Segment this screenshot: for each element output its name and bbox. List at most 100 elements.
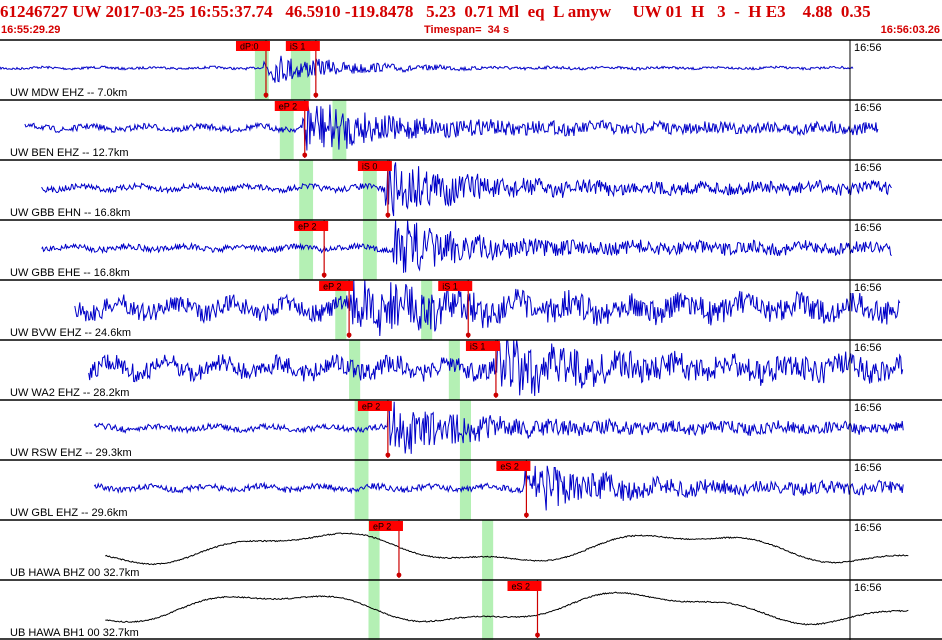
pick-label-box bbox=[465, 341, 500, 351]
window-start-time: 16:55:29.29 bbox=[1, 24, 61, 36]
waveform-trace bbox=[24, 104, 879, 151]
pick-window bbox=[299, 220, 314, 280]
minute-mark-box bbox=[850, 221, 942, 233]
pick-window bbox=[362, 160, 377, 220]
pick-label: eP 2 bbox=[323, 282, 341, 292]
pick-window bbox=[482, 580, 494, 640]
minute-mark: 16:56 bbox=[854, 282, 882, 294]
minute-mark-box bbox=[850, 281, 942, 293]
pick-label: eP 2 bbox=[298, 222, 316, 232]
minute-mark: 16:56 bbox=[854, 102, 882, 114]
trace-panel: eP 2 16:56 UW RSW EHZ -- 29.3km bbox=[0, 399, 942, 460]
minute-mark: 16:56 bbox=[854, 462, 882, 474]
waveform-trace bbox=[105, 532, 909, 566]
pick-label: iS 1 bbox=[470, 342, 486, 352]
waveform-trace bbox=[41, 160, 892, 217]
pick-marker bbox=[346, 332, 352, 338]
pick-label-box bbox=[294, 221, 329, 231]
channel-label: UW GBB EHE -- 16.8km bbox=[10, 267, 130, 279]
pick-label: eP 2 bbox=[373, 522, 391, 532]
minute-mark-box bbox=[850, 521, 942, 533]
pick-marker bbox=[465, 332, 471, 338]
pick-label-box bbox=[319, 281, 354, 291]
event-summary-line: 61246727 UW 2017-03-25 16:55:37.74 46.59… bbox=[0, 2, 871, 21]
trace-panel: iS 1 16:56 UW WA2 EHZ -- 28.2km bbox=[0, 339, 942, 400]
pick-window bbox=[368, 520, 380, 580]
channel-label: UB HAWA BH1 00 32.7km bbox=[10, 627, 139, 639]
pick-window bbox=[299, 160, 314, 220]
waveform-trace bbox=[74, 279, 901, 337]
pick-marker bbox=[535, 632, 540, 638]
minute-mark: 16:56 bbox=[854, 522, 882, 534]
timespan-label: Timespan= 34 s bbox=[424, 24, 510, 36]
trace-panel: eP 2 16:56 UB HAWA BHZ 00 32.7km bbox=[0, 519, 942, 580]
pick-label: eS 2 bbox=[511, 582, 530, 592]
pick-label-box bbox=[507, 581, 542, 591]
waveform-trace bbox=[93, 465, 904, 511]
channel-label: UW GBB EHN -- 16.8km bbox=[10, 207, 130, 219]
window-end-time: 16:56:03.26 bbox=[880, 24, 940, 36]
pick-label-box bbox=[438, 281, 473, 291]
pick-window bbox=[482, 520, 494, 580]
waveform-trace bbox=[0, 55, 854, 83]
pick-label: eP 2 bbox=[362, 402, 380, 412]
pick-label: eS 2 bbox=[500, 462, 519, 472]
trace-panel: iS 0 16:56 UW GBB EHN -- 16.8km bbox=[0, 159, 942, 220]
minute-mark-box bbox=[850, 581, 942, 593]
channel-label: UW BVW EHZ -- 24.6km bbox=[10, 327, 131, 339]
pick-label: iS 1 bbox=[290, 42, 306, 52]
pick-label: eP 2 bbox=[279, 102, 297, 112]
minute-mark-box bbox=[850, 341, 942, 353]
channel-label: UW WA2 EHZ -- 28.2km bbox=[10, 387, 129, 399]
minute-mark: 16:56 bbox=[854, 342, 882, 354]
pick-label-box bbox=[496, 461, 531, 471]
pick-marker bbox=[493, 392, 499, 398]
pick-window bbox=[335, 280, 347, 340]
channel-label: UW GBL EHZ -- 29.6km bbox=[10, 507, 128, 519]
pick-marker bbox=[524, 512, 529, 518]
pick-window bbox=[279, 100, 294, 160]
pick-label: iS 1 bbox=[442, 282, 458, 292]
pick-label: dP:0 bbox=[240, 42, 259, 52]
trace-panel: eS 2 16:56 UB HAWA BH1 00 32.7km bbox=[0, 579, 942, 640]
pick-marker bbox=[302, 152, 308, 158]
trace-panel: eP 2 iS 1 16:56 UW BVW EHZ -- 24.6km bbox=[0, 279, 942, 340]
waveform-trace bbox=[41, 219, 892, 273]
channel-label: UW RSW EHZ -- 29.3km bbox=[10, 447, 132, 459]
trace-panel: eS 2 16:56 UW GBL EHZ -- 29.6km bbox=[0, 459, 942, 520]
waveform-trace bbox=[105, 591, 909, 626]
pick-label-box bbox=[357, 161, 392, 171]
minute-mark-box bbox=[850, 161, 942, 173]
pick-marker bbox=[263, 92, 269, 98]
minute-mark: 16:56 bbox=[854, 402, 882, 414]
pick-window bbox=[362, 220, 377, 280]
pick-label-box bbox=[368, 521, 403, 531]
pick-marker bbox=[396, 572, 402, 578]
waveform-trace bbox=[93, 401, 904, 454]
channel-label: UW BEN EHZ -- 12.7km bbox=[10, 147, 129, 159]
channel-label: UB HAWA BHZ 00 32.7km bbox=[10, 567, 139, 579]
pick-label: iS 0 bbox=[362, 162, 378, 172]
minute-mark: 16:56 bbox=[854, 222, 882, 234]
minute-mark-box bbox=[850, 41, 942, 53]
trace-panel: eP 2 16:56 UW BEN EHZ -- 12.7km bbox=[0, 99, 942, 160]
pick-label-box bbox=[274, 101, 309, 111]
trace-panel: dP:0 iS 1 16:56 UW MDW EHZ -- 7.0km bbox=[0, 39, 942, 100]
minute-mark-box bbox=[850, 461, 942, 473]
pick-window bbox=[354, 460, 369, 520]
pick-label-box bbox=[235, 41, 270, 51]
pick-window bbox=[254, 40, 269, 100]
event-header: 61246727 UW 2017-03-25 16:55:37.74 46.59… bbox=[0, 0, 942, 40]
minute-mark: 16:56 bbox=[854, 582, 882, 594]
minute-mark-box bbox=[850, 401, 942, 413]
trace-panel: eP 2 16:56 UW GBB EHE -- 16.8km bbox=[0, 219, 942, 280]
pick-marker bbox=[313, 92, 319, 98]
pick-marker bbox=[385, 212, 391, 218]
pick-label-box bbox=[357, 401, 392, 411]
minute-mark-box bbox=[850, 101, 942, 113]
pick-marker bbox=[321, 272, 327, 278]
pick-window bbox=[459, 460, 471, 520]
pick-marker bbox=[385, 452, 391, 458]
channel-label: UW MDW EHZ -- 7.0km bbox=[10, 87, 127, 99]
